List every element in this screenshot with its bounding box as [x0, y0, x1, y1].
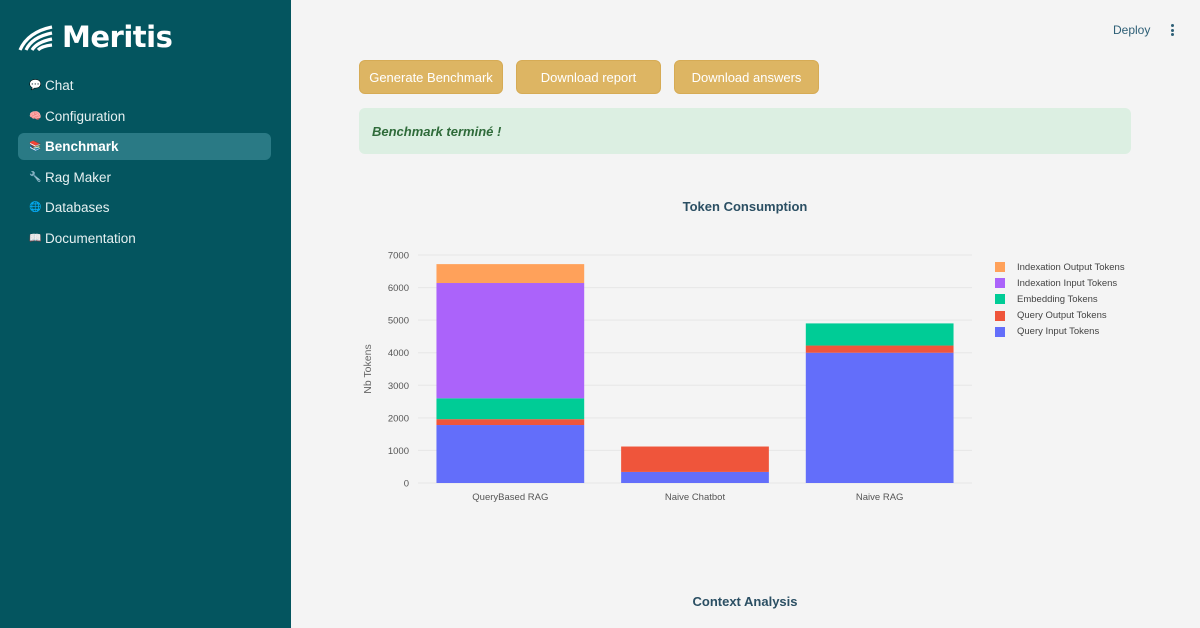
- y-tick-label: 0: [404, 479, 409, 490]
- sidebar-nav: 💬 Chat 🧠 Configuration 📚 Benchmark 🔧 Rag Maker 🌐…: [18, 72, 271, 256]
- sidebar-item-databases[interactable]: 🌐 Databases: [18, 194, 271, 221]
- legend-item[interactable]: Indexation Input Tokens: [995, 275, 1125, 291]
- bar-indexation-output-tokens-0: [436, 264, 585, 284]
- bar-embedding-tokens-2: [805, 323, 954, 346]
- legend-label: Embedding Tokens: [1017, 293, 1098, 305]
- sidebar-item-rag-maker[interactable]: 🔧 Rag Maker: [18, 164, 271, 191]
- legend-item[interactable]: Indexation Output Tokens: [995, 259, 1125, 275]
- bar-query-input-tokens-2: [805, 352, 954, 483]
- sidebar-item-label: Databases: [45, 200, 110, 216]
- bar-query-output-tokens-1: [621, 446, 769, 472]
- globe-icon: 🌐: [29, 202, 42, 214]
- bar-indexation-input-tokens-0: [436, 283, 585, 399]
- more-options-icon[interactable]: [1166, 22, 1178, 38]
- books-icon: 📚: [29, 141, 42, 153]
- y-tick-label: 4000: [388, 348, 409, 359]
- legend-label: Query Input Tokens: [1017, 326, 1100, 338]
- chart-title: Token Consumption: [682, 199, 808, 214]
- legend-swatch: [995, 294, 1005, 305]
- context-analysis-title: Context Analysis: [692, 594, 798, 609]
- x-tick-label: QueryBased RAG: [472, 492, 548, 503]
- legend-label: Indexation Input Tokens: [1017, 277, 1118, 289]
- legend-item[interactable]: Embedding Tokens: [995, 291, 1125, 307]
- bar-query-input-tokens-0: [436, 425, 585, 483]
- y-tick-label: 6000: [388, 283, 409, 294]
- brand-name: Meritis: [62, 20, 173, 54]
- legend-swatch: [995, 262, 1005, 273]
- download-answers-button[interactable]: Download answers: [674, 60, 819, 94]
- sidebar-item-label: Chat: [45, 78, 74, 93]
- download-report-button[interactable]: Download report: [516, 60, 661, 94]
- y-tick-label: 3000: [388, 381, 409, 392]
- x-tick-label: Naive Chatbot: [665, 492, 726, 503]
- deploy-button[interactable]: Deploy: [1113, 23, 1151, 37]
- sidebar-item-benchmark[interactable]: 📚 Benchmark: [18, 133, 271, 161]
- brand-logo: Meritis: [18, 20, 173, 54]
- bar-query-output-tokens-0: [436, 419, 585, 426]
- y-axis-label: Nb Tokens: [362, 344, 374, 393]
- legend-label: Query Output Tokens: [1017, 310, 1107, 322]
- bar-query-output-tokens-2: [805, 345, 954, 353]
- legend-item[interactable]: Query Input Tokens: [995, 324, 1125, 340]
- legend-swatch: [995, 310, 1005, 321]
- y-tick-label: 5000: [388, 316, 409, 327]
- sidebar-item-label: Configuration: [45, 108, 126, 124]
- speech-bubble-icon: 💬: [29, 80, 42, 91]
- y-tick-label: 7000: [388, 251, 409, 262]
- sidebar-item-label: Documentation: [45, 230, 136, 246]
- alert-message: Benchmark terminé !: [372, 123, 502, 139]
- sidebar-item-chat[interactable]: 💬 Chat: [18, 72, 271, 99]
- wrench-icon: 🔧: [29, 171, 42, 183]
- brain-icon: 🧠: [29, 110, 42, 122]
- generate-benchmark-button[interactable]: Generate Benchmark: [359, 60, 503, 94]
- bar-embedding-tokens-0: [436, 398, 585, 420]
- meritis-logo-icon: [18, 25, 53, 51]
- y-tick-label: 2000: [388, 413, 409, 424]
- legend-label: Indexation Output Tokens: [1017, 261, 1125, 273]
- sidebar-item-label: Rag Maker: [45, 169, 112, 185]
- open-book-icon: 📖: [29, 232, 42, 244]
- success-alert: Benchmark terminé !: [359, 108, 1131, 154]
- bar-query-input-tokens-1: [621, 471, 769, 483]
- legend-swatch: [995, 326, 1005, 337]
- legend-item[interactable]: Query Output Tokens: [995, 308, 1125, 324]
- chart-legend: Indexation Output Tokens Indexation Input…: [995, 259, 1125, 340]
- sidebar-item-label: Benchmark: [45, 139, 119, 155]
- x-tick-label: Naive RAG: [856, 492, 904, 503]
- sidebar-item-documentation[interactable]: 📖 Documentation: [18, 225, 271, 252]
- legend-swatch: [995, 278, 1005, 289]
- y-tick-label: 1000: [388, 446, 409, 457]
- sidebar: Meritis 💬 Chat 🧠 Configuration 📚 Benchmark 🔧 Ra…: [0, 0, 291, 628]
- sidebar-item-configuration[interactable]: 🧠 Configuration: [18, 103, 271, 130]
